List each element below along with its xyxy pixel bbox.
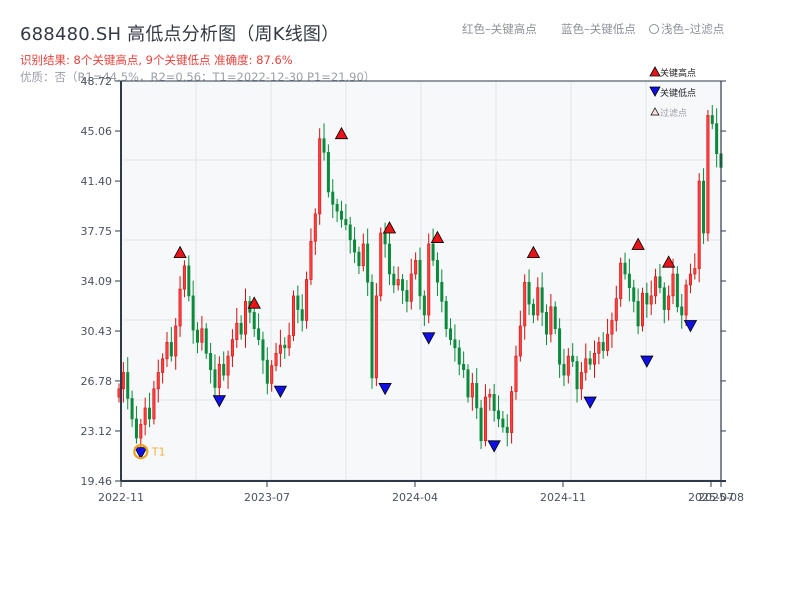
top-legend-red: 红色–关键高点 (462, 22, 537, 36)
candles (117, 105, 723, 452)
key-high-marker-icon (173, 245, 187, 259)
recognition-result: 识别结果: 8个关键高点, 9个关键低点 准确度: 87.6% (20, 53, 293, 67)
high-marker-icon (649, 66, 661, 77)
key-low-marker-icon (212, 395, 227, 408)
key-low-marker-icon (273, 385, 288, 398)
x-tick-label: 2023-07 (244, 491, 290, 504)
y-tick-label: 23.12 (81, 425, 113, 438)
key-high-marker-icon (631, 237, 645, 250)
y-tick-label: 48.72 (81, 75, 113, 88)
x-tick-label: 2025-07 (688, 491, 734, 504)
y-tick-label: 37.75 (81, 225, 113, 238)
top-legend-blue: 蓝色–关键低点 (561, 22, 636, 36)
legend-low-label: 关键低点 (660, 87, 696, 99)
key-high-marker-icon (382, 221, 397, 234)
x-tick-label: 2024-11 (540, 491, 586, 504)
y-tick-label: 41.40 (81, 175, 113, 188)
top-legend-faded: 浅色–过滤点 (649, 21, 724, 37)
legend-filtered-label: 过滤点 (660, 107, 687, 119)
key-high-marker-icon (430, 230, 445, 243)
y-tick-label: 45.06 (81, 125, 113, 138)
low-marker-icon (649, 86, 661, 97)
key-low-marker-icon (378, 382, 392, 396)
filtered-marker-icon (650, 107, 660, 116)
key-low-marker-icon (422, 332, 436, 345)
axes: 19.46 23.12 26.78 30.43 34.09 37.75 41.40 45.06… (81, 75, 744, 504)
y-tick-label: 19.46 (81, 475, 113, 488)
key-low-marker-icon (640, 355, 654, 368)
top-legend-faded-label: 浅色–过滤点 (661, 22, 725, 36)
t1-label: T1 (151, 446, 166, 459)
x-tick-label: 2024-04 (392, 491, 438, 504)
y-tick-label: 30.43 (81, 325, 113, 338)
t1-ring-icon (133, 444, 149, 460)
key-low-marker-icon (683, 320, 698, 333)
legend-high-label: 关键高点 (660, 67, 696, 79)
circle-icon (649, 24, 659, 34)
chart-legend: 关键高点 关键低点 过滤点 (649, 66, 696, 119)
key-high-marker-icon (247, 296, 261, 309)
key-low-marker-icon (487, 440, 501, 453)
key-low-marker-icon (583, 396, 597, 409)
key-high-marker-icon (661, 255, 676, 268)
key-high-marker-icon (526, 245, 541, 259)
key-low-marker-icon (134, 447, 148, 460)
y-tick-label: 26.78 (81, 375, 113, 388)
y-tick-label: 34.09 (81, 275, 113, 288)
key-point-markers: T1 (133, 126, 698, 460)
x-tick-label: 2022-11 (98, 491, 144, 504)
x-tick-label: 2025-08 (698, 491, 744, 504)
chart-title: 688480.SH 高低点分析图（周K线图） (20, 24, 340, 45)
key-high-marker-icon (334, 126, 349, 140)
